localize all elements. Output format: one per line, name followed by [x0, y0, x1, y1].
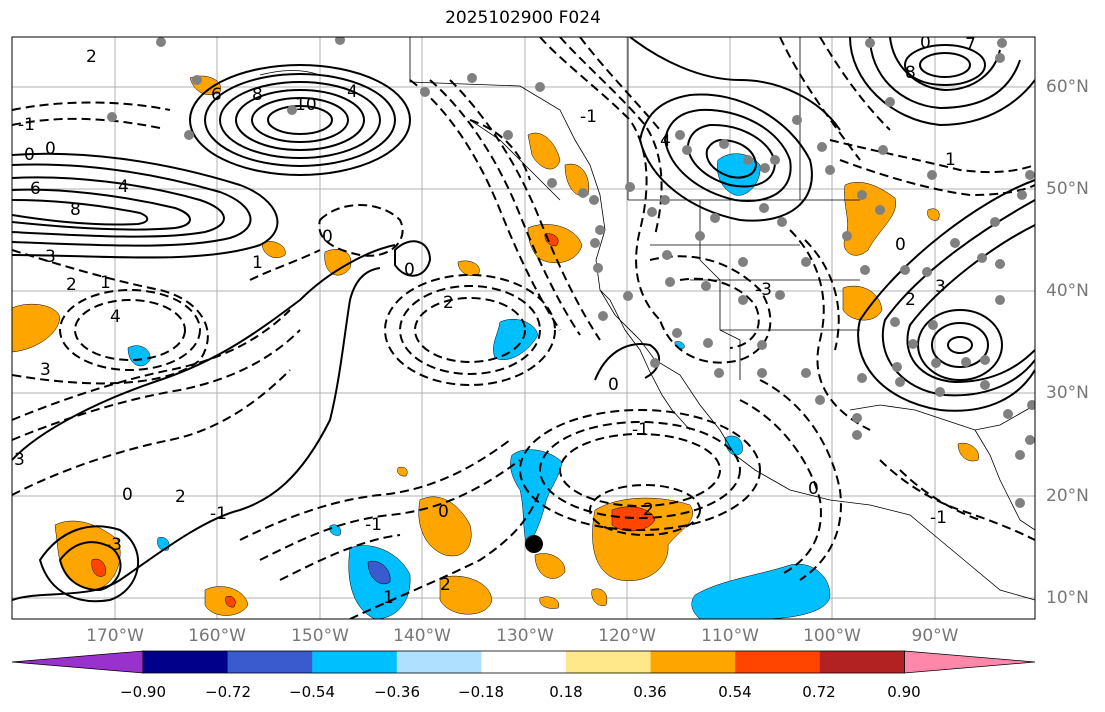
colorbar-tick: 0.18 [549, 683, 583, 701]
lon-label: 110°W [701, 626, 759, 646]
map-frame [11, 36, 1036, 620]
contour-label: 3 [14, 450, 25, 470]
contour-label: 2 [66, 275, 77, 295]
contour-label: 0 [24, 145, 35, 165]
contour-label: 2 [440, 575, 451, 595]
contour-label: 0 [45, 139, 56, 159]
lat-label: 50°N [1046, 179, 1089, 199]
colorbar-tick: 0.36 [633, 683, 667, 701]
contour-label: 2 [86, 47, 97, 67]
contour-label: -1 [18, 115, 35, 135]
contour-label: -1 [930, 508, 947, 528]
contour-label: 8 [252, 85, 263, 105]
lon-label: 160°W [188, 626, 246, 646]
contour-label: 0 [608, 375, 619, 395]
colorbar-tick: 0.90 [887, 683, 921, 701]
contour-label: 3 [45, 247, 56, 267]
lon-label: 140°W [393, 626, 451, 646]
lat-label: 60°N [1046, 77, 1089, 97]
lon-label: 170°W [86, 626, 144, 646]
contour-label: 4 [347, 82, 358, 102]
colorbar-tick: −0.18 [458, 683, 504, 701]
storm-position-marker [525, 535, 543, 553]
map-title: 2025102900 F024 [445, 8, 601, 28]
shaded-anomalies [12, 75, 979, 619]
contour-label: 1 [100, 273, 111, 293]
contour-label: 0 [808, 479, 819, 499]
contour-label: 7 [965, 35, 976, 55]
contour-label: 0 [895, 235, 906, 255]
colorbar-tick: −0.90 [120, 683, 166, 701]
contour-label: 4 [118, 177, 129, 197]
contour-label: 3 [40, 360, 51, 380]
contour-label: 6 [211, 85, 222, 105]
lon-label: 150°W [291, 626, 349, 646]
dashed-contours [12, 37, 1035, 619]
contour-label: 4 [110, 307, 121, 327]
colorbar-tick: −0.36 [374, 683, 420, 701]
lat-label: 10°N [1046, 588, 1089, 608]
coastlines [259, 37, 1035, 601]
contour-label: 2 [643, 500, 654, 520]
contour-label: -1 [210, 504, 227, 524]
station-dots [107, 37, 1035, 508]
contour-label: -1 [632, 420, 649, 440]
contour-label: 0 [404, 260, 415, 280]
lon-label: 90°W [911, 626, 959, 646]
contour-label: 0 [920, 33, 931, 53]
contour-label: -1 [580, 107, 597, 127]
lat-label: 30°N [1046, 383, 1089, 403]
lat-label: 40°N [1046, 281, 1089, 301]
contour-label: 10 [295, 95, 317, 115]
contour-label: 2 [175, 487, 186, 507]
contour-label: 6 [30, 179, 41, 199]
contour-label-group: 2 4 6 8 10 0 -1 0 6 4 8 3 1 2 1 4 3 0 0 … [14, 33, 976, 608]
contour-label: 0 [122, 485, 133, 505]
contour-label: 4 [660, 131, 671, 151]
lat-label: 20°N [1046, 486, 1089, 506]
contour-label: -1 [365, 515, 382, 535]
contour-label: 2 [905, 290, 916, 310]
lon-label: 100°W [803, 626, 861, 646]
colorbar-tick: 0.72 [802, 683, 836, 701]
contour-label: 0 [438, 502, 449, 522]
contour-label: 1 [945, 150, 956, 170]
contour-label: 3 [935, 277, 946, 297]
lon-label: 120°W [598, 626, 656, 646]
colorbar-tick: −0.72 [205, 683, 251, 701]
lon-label: 130°W [496, 626, 554, 646]
solid-contours [12, 37, 1035, 603]
contour-label: 8 [70, 200, 81, 220]
contour-label: 2 [443, 293, 454, 313]
contour-label: -3 [105, 535, 122, 555]
contour-label: 1 [252, 253, 263, 273]
contour-label: 8 [905, 63, 916, 83]
contour-label: -3 [755, 280, 772, 300]
contour-label: 1 [383, 588, 394, 608]
contour-label: 0 [322, 227, 333, 247]
colorbar-tick: 0.54 [718, 683, 752, 701]
colorbar-tick: −0.54 [289, 683, 335, 701]
